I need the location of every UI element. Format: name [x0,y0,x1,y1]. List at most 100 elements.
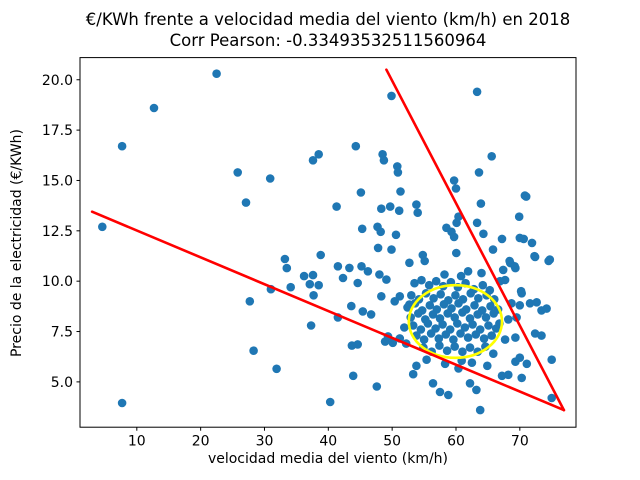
scatter-point [241,198,251,207]
scatter-point [435,341,444,350]
scatter-point [408,369,418,379]
lower-red-line [90,210,566,412]
scatter-point [377,204,386,213]
scatter-point [510,262,519,271]
scatter-point [233,168,242,177]
scatter-point [387,91,396,101]
scatter-point [463,333,473,342]
upper-red-line [385,68,566,412]
scatter-point [472,87,482,97]
scatter-point [530,251,539,261]
scatter-point [412,361,421,371]
y-tick-label: 12.5 [42,224,73,240]
scatter-point [467,358,477,368]
scatter-point [449,176,459,185]
scatter-point [451,184,461,193]
scatter-point [500,275,510,285]
y-tick-label: 10.0 [42,274,73,290]
scatter-point [439,300,449,309]
scatter-point [504,315,513,324]
scatter-point [547,355,556,365]
scatter-point [325,397,335,407]
scatter-point [476,199,486,208]
x-tick-label: 10 [128,434,146,450]
scatter-point [408,321,418,330]
scatter-point [426,329,436,338]
scatter-point [353,340,363,349]
scatter-point [525,299,535,308]
scatter-point [434,334,444,343]
scatter-point [481,313,491,322]
scatter-point [478,280,488,290]
scatter-point [332,202,341,211]
scatter-point [465,343,475,352]
scatter-point [382,275,391,284]
scatter-point [314,150,324,159]
scatter-point [353,278,363,288]
scatter-point [486,302,495,311]
scatter-point [514,212,524,221]
chart-subtitle: Corr Pearson: -0.33493532511560964 [169,31,487,50]
scatter-point [479,229,488,239]
scatter-point [249,346,258,356]
scatter-point [363,267,373,276]
scatter-point [309,291,318,300]
scatter-point [473,310,483,319]
scatter-point [537,331,546,340]
scatter-point [452,218,461,228]
scatter-point [458,308,467,317]
scatter-point [280,254,290,264]
scatter-point [117,398,127,408]
scatter-point [414,309,423,318]
scatter-point [452,248,461,258]
scatter-point [405,258,414,268]
scatter-point [545,255,555,264]
scatter-point [440,270,449,279]
scatter-point [286,282,296,292]
scatter-point [416,325,426,334]
scatter-point [212,69,221,78]
scatter-point [517,373,526,383]
scatter-point [117,141,127,151]
scatter-point [338,273,348,283]
scatter-point [394,206,404,215]
scatter-point [442,346,452,356]
scatter-point [453,319,462,328]
scatter-point [463,267,473,276]
scatter-point [466,289,476,298]
scatter-point [454,299,463,308]
y-axis-label: Precio de la electricidad (€/KWh) [9,129,25,358]
scatter-point [504,370,513,380]
scatter-point [498,265,508,275]
scatter-point [333,262,343,271]
scatter-point [351,141,361,151]
chart-title: €/KWh frente a velocidad media del vient… [85,10,571,29]
scatter-point [387,245,396,254]
scatter-point [282,263,292,273]
scatter-point [449,232,459,242]
scatter-point [475,405,485,415]
scatter-point [424,280,434,290]
x-tick-label: 40 [319,434,337,450]
scatter-point [515,301,525,310]
scatter-point [395,292,405,301]
scatter-point [428,310,438,319]
scatter-point [423,319,433,328]
scatter-point [451,291,460,300]
scatter-point [348,371,358,381]
scatter-point [420,256,430,266]
scatter-point [429,294,438,303]
scatter-point [376,227,386,237]
scatter-point [441,330,451,339]
scatter-point [98,222,107,232]
scatter-point [547,393,556,403]
scatter-point [488,245,498,254]
scatter-point [438,320,447,329]
y-tick-label: 5.0 [51,375,73,391]
scatter-point [396,187,405,196]
scatter-point [375,270,384,279]
scatter-point [391,230,401,240]
scatter-point [379,156,389,165]
